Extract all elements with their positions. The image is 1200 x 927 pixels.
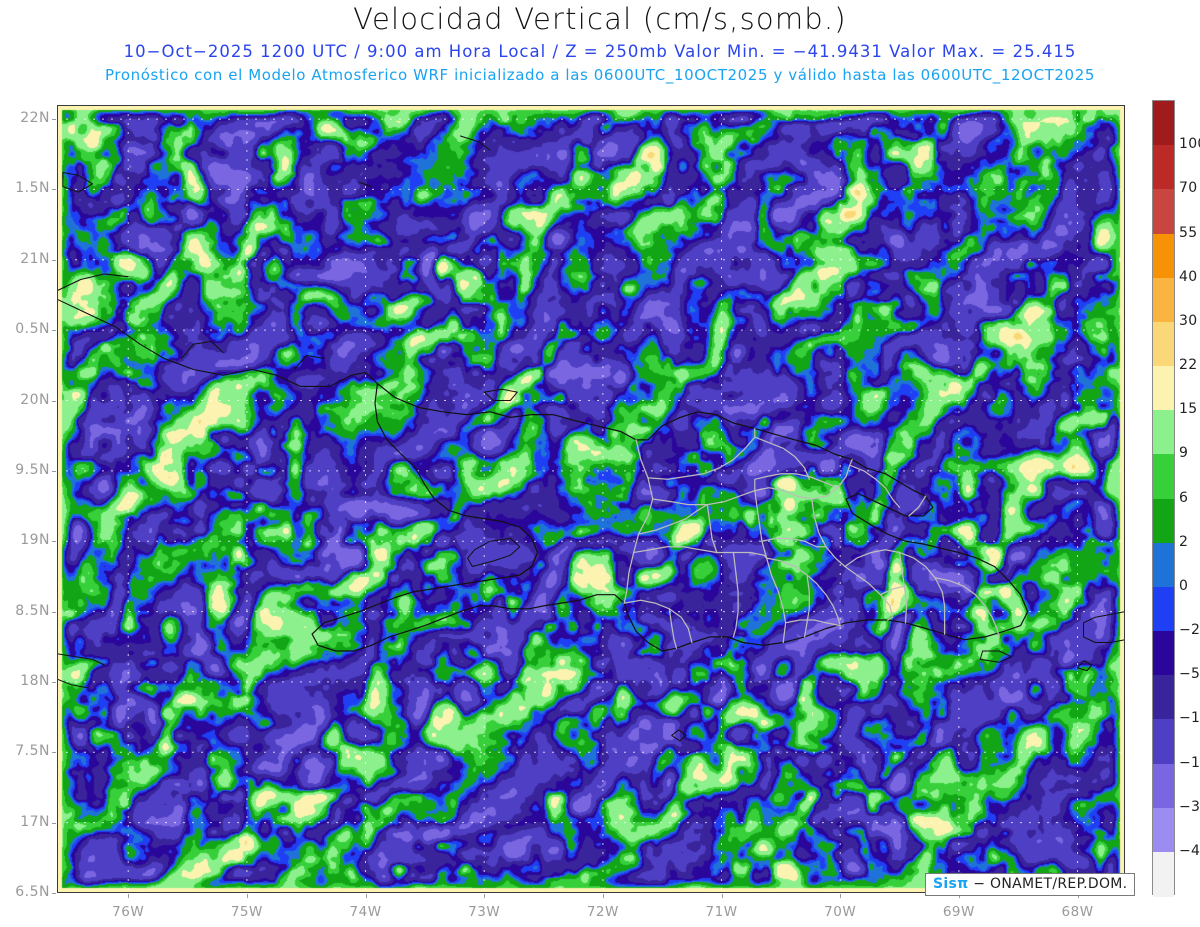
y-axis-label: 17N xyxy=(20,813,50,830)
map-plot-area xyxy=(57,105,1125,893)
x-axis-label: 70W xyxy=(824,904,857,920)
colorbar-tick-label: 30 xyxy=(1179,312,1198,329)
x-axis-tick xyxy=(840,894,842,898)
x-axis-tick xyxy=(721,894,723,898)
colorbar-tick-label: 6 xyxy=(1179,489,1189,506)
colorbar-band xyxy=(1153,498,1174,544)
y-axis-label: 0.5N xyxy=(15,321,50,338)
colorbar-tick-label: 55 xyxy=(1179,224,1198,241)
colorbar-tick-label: 9 xyxy=(1179,445,1189,462)
colorbar-tick-label: −45 xyxy=(1179,842,1200,859)
x-axis-tick xyxy=(246,894,248,898)
colorbar-tick-label: −18 xyxy=(1179,754,1200,771)
x-axis-tick xyxy=(128,894,130,898)
x-axis-label: 75W xyxy=(230,904,263,920)
colorbar-tick-label: −2 xyxy=(1179,622,1200,638)
y-axis-tick xyxy=(52,681,56,683)
sistt-logo-text: Sisπ xyxy=(933,876,969,892)
colorbar-band xyxy=(1153,410,1174,455)
y-axis-tick xyxy=(52,752,56,754)
subtitle-line-1: 10−Oct−2025 1200 UTC / 9:00 am Hora Loca… xyxy=(123,42,1077,61)
y-axis-tick xyxy=(52,470,56,472)
colorbar-band xyxy=(1153,366,1174,411)
x-axis-tick xyxy=(484,894,486,898)
colorbar-tick-label: 22 xyxy=(1179,357,1198,373)
colorbar-band xyxy=(1153,675,1174,720)
colorbar-band xyxy=(1153,719,1174,765)
colorbar-band xyxy=(1153,763,1174,809)
y-axis-tick xyxy=(52,893,56,894)
x-axis-label: 68W xyxy=(1061,904,1094,920)
colorbar-band xyxy=(1153,321,1174,367)
colorbar-tick-label: 100 xyxy=(1179,136,1200,153)
x-axis-label: 74W xyxy=(349,904,382,920)
colorbar-tick-label: −10 xyxy=(1179,710,1200,727)
subtitle-line-2: Pronóstico con el Modelo Atmosferico WRF… xyxy=(105,66,1095,84)
x-axis-tick xyxy=(602,894,604,898)
colorbar-band xyxy=(1153,277,1174,323)
y-axis-tick xyxy=(52,330,56,332)
y-axis-tick xyxy=(52,119,56,121)
y-axis-label: 20N xyxy=(20,391,50,408)
colorbar-band xyxy=(1153,631,1174,676)
attribution-text: − ONAMET/REP.DOM. xyxy=(968,876,1128,892)
colorbar-tick-label: 70 xyxy=(1179,180,1198,197)
colorbar-tick-label: 0 xyxy=(1179,577,1189,594)
y-axis-label: 8.5N xyxy=(15,602,50,619)
x-axis-label: 76W xyxy=(112,904,145,920)
colorbar xyxy=(1152,100,1175,897)
y-axis-tick xyxy=(52,189,56,191)
y-axis-label: 6.5N xyxy=(15,884,50,900)
page-title: Velocidad Vertical (cm/s,somb.) xyxy=(353,2,847,36)
y-axis-label: 7.5N xyxy=(15,743,50,760)
colorbar-tick-label: 2 xyxy=(1179,533,1189,550)
y-axis-tick xyxy=(52,822,56,824)
colorbar-band xyxy=(1153,233,1174,279)
colorbar-tick-label: 40 xyxy=(1179,268,1198,285)
y-axis-label: 9.5N xyxy=(15,461,50,478)
y-axis-label: 18N xyxy=(20,672,50,689)
y-axis-label: 22N xyxy=(20,110,50,127)
x-axis-tick xyxy=(365,894,367,898)
colorbar-band xyxy=(1153,851,1174,897)
y-axis-tick xyxy=(52,611,56,613)
x-axis-tick xyxy=(958,894,960,898)
colorbar-tick-label: −30 xyxy=(1179,798,1200,815)
x-axis-label: 71W xyxy=(705,904,738,920)
vertical-velocity-shading xyxy=(57,105,1125,893)
colorbar-band xyxy=(1153,807,1174,853)
attribution-badge: Sisπ − ONAMET/REP.DOM. xyxy=(925,873,1136,896)
y-axis-label: 21N xyxy=(20,250,50,267)
colorbar-tick-label: 15 xyxy=(1179,401,1198,418)
colorbar-band xyxy=(1153,586,1174,632)
x-axis-label: 69W xyxy=(942,904,975,920)
colorbar-band xyxy=(1153,101,1174,146)
y-axis-tick xyxy=(52,400,56,402)
y-axis-label: 19N xyxy=(20,532,50,549)
colorbar-band xyxy=(1153,145,1174,190)
colorbar-band xyxy=(1153,189,1174,235)
colorbar-tick-label: −5 xyxy=(1179,666,1200,683)
y-axis-tick xyxy=(52,541,56,543)
x-axis-label: 72W xyxy=(586,904,619,920)
colorbar-band xyxy=(1153,454,1174,500)
colorbar-band xyxy=(1153,542,1174,588)
x-axis-label: 73W xyxy=(468,904,501,920)
y-axis-tick xyxy=(52,259,56,261)
x-axis-tick xyxy=(1077,894,1079,898)
y-axis-label: 1.5N xyxy=(15,180,50,197)
